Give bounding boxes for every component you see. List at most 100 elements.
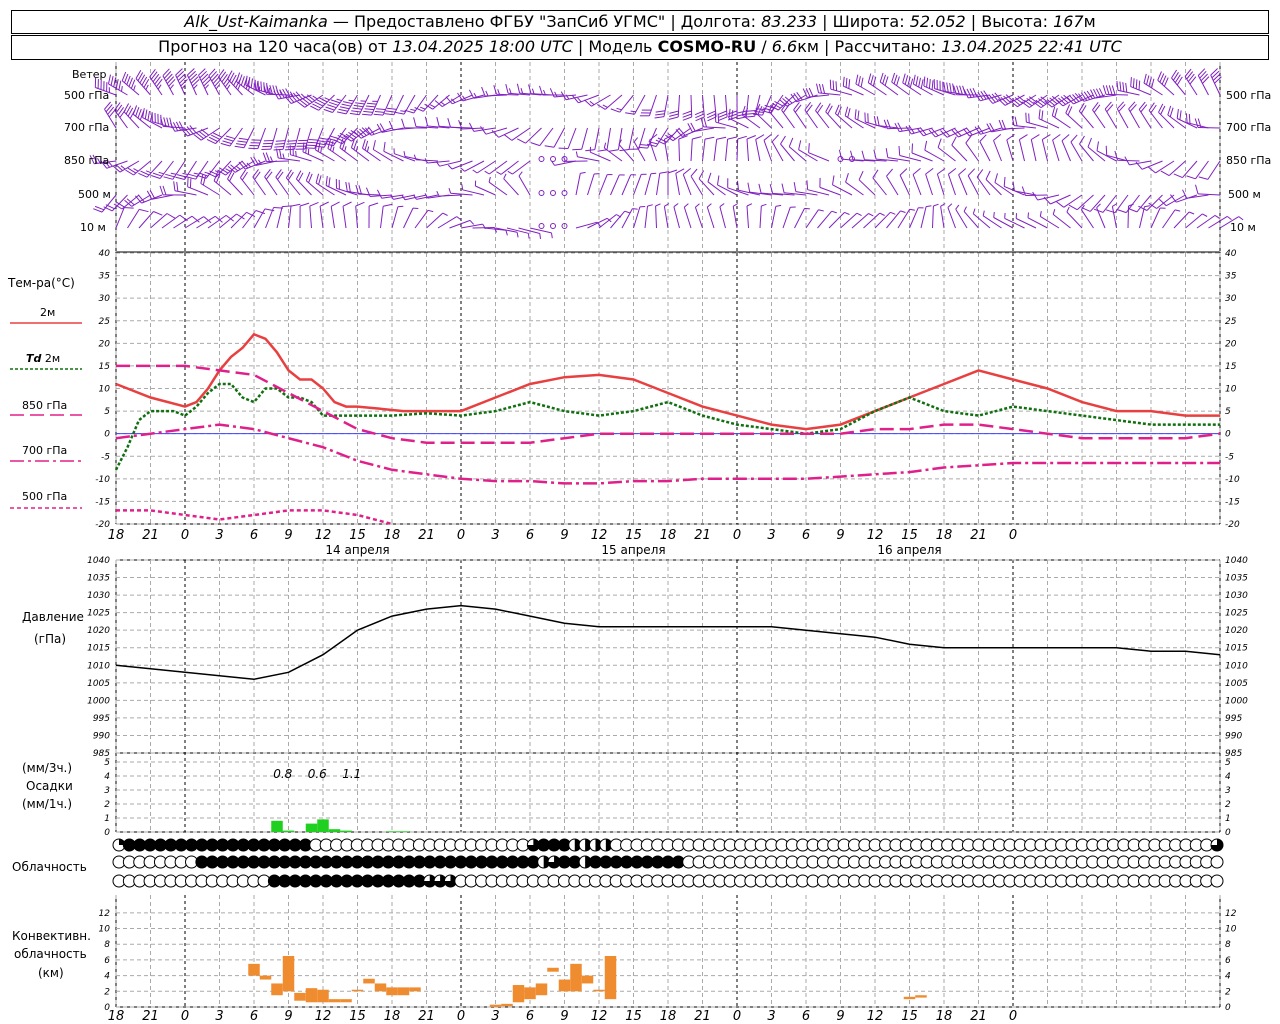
wind-barb-flag	[955, 204, 960, 210]
wind-barb-flag	[123, 103, 130, 113]
wind-barb	[1162, 209, 1176, 229]
wind-barb-flag	[158, 171, 164, 175]
wind-barb	[219, 213, 237, 229]
wind-calm	[538, 223, 545, 229]
pressure-tick-left: 1040	[87, 556, 110, 566]
wind-barb-flag	[1210, 68, 1218, 76]
wind-barb-flag	[343, 135, 352, 142]
wind-barb-flag	[716, 136, 727, 140]
wind-barb-flag	[258, 86, 261, 92]
wind-barb-flag	[1127, 207, 1138, 213]
wind-barb	[698, 178, 715, 196]
wind-barb-flag	[1096, 141, 1099, 151]
pressure-tick-left: 985	[93, 749, 110, 759]
wind-barb-flag	[575, 151, 578, 157]
wind-barb	[123, 111, 140, 129]
wind-barb-flag	[301, 97, 311, 105]
wind-barb-flag	[219, 167, 229, 174]
precip-bar	[386, 831, 398, 832]
wind-barb-flag	[198, 130, 207, 138]
wind-barb-flag	[572, 148, 582, 151]
wind-barb-flag	[116, 201, 125, 208]
wind-barb-flag	[625, 112, 635, 115]
wind-barb-flag	[667, 132, 676, 140]
wind-barb-flag	[994, 92, 1002, 101]
pressure-tick-right: 1035	[1225, 574, 1248, 584]
wind-barb-flag	[1158, 103, 1164, 113]
pressure-tick-left: 1005	[87, 679, 110, 689]
wind-barb	[282, 127, 289, 150]
wind-barb-flag	[717, 113, 720, 124]
wind-barb	[891, 81, 910, 96]
wind-barb	[598, 174, 608, 196]
wind-barb	[426, 212, 444, 229]
wind-barb-flag	[317, 140, 328, 143]
wind-barb-flag	[302, 142, 305, 152]
wind-barb	[452, 94, 473, 105]
wind-barb	[270, 127, 278, 150]
wind-barb	[230, 211, 247, 229]
conv-tick-right: 4	[1225, 972, 1231, 982]
wind-barb	[1105, 93, 1129, 96]
wind-barb-flag	[114, 102, 121, 111]
wind-barb-flag	[572, 95, 579, 104]
wind-barb-flag	[727, 136, 738, 140]
wind-barb	[415, 159, 439, 162]
wind-barb-flag	[309, 201, 319, 207]
wind-barb	[304, 94, 324, 108]
wind-barb-flag	[821, 84, 826, 94]
wind-barb-flag	[279, 148, 282, 159]
wind-barb-flag	[554, 91, 558, 97]
wind-barb-flag	[329, 140, 334, 151]
legend-td-label: 2м	[44, 352, 61, 365]
wind-barb	[932, 205, 934, 229]
temp-tick-right: 15	[1225, 362, 1237, 372]
wind-barb	[1014, 125, 1037, 129]
temp-tick-left: 25	[99, 317, 111, 327]
precip-bar	[282, 830, 295, 832]
header-line-1: Alk_Ust-Kaimanka — Предоставлено ФГБУ "З…	[11, 10, 1269, 34]
wind-level-label: 500 м	[78, 188, 111, 201]
wind-barb	[845, 181, 864, 196]
wind-barb-flag	[1161, 75, 1167, 85]
wind-barb-flag	[424, 193, 429, 199]
wind-barb-flag	[157, 84, 162, 90]
wind-barb	[1002, 127, 1025, 130]
wind-barb	[725, 94, 728, 117]
wind-barb-flag	[1117, 209, 1127, 214]
wind-barb-flag	[940, 203, 946, 207]
wind-barb-flag	[469, 220, 475, 225]
wind-barb-flag	[458, 120, 463, 130]
conv-tick-left: 10	[99, 925, 111, 935]
wind-barb-flag	[468, 122, 475, 132]
conv-title-2: облачность	[14, 947, 87, 961]
wind-barb-flag	[1058, 97, 1066, 105]
cloud-cover-fill	[595, 839, 602, 851]
wind-barb-flag	[333, 139, 343, 145]
wind-barb	[217, 76, 232, 96]
wind-barb-flag	[1025, 112, 1027, 123]
wind-barb-flag	[364, 108, 375, 111]
wind-barb-flag	[264, 168, 271, 178]
temp-tick-right: 0	[1225, 430, 1231, 440]
wind-barb-flag	[717, 113, 727, 119]
wind-barb-flag	[172, 122, 179, 132]
wind-barb	[265, 207, 275, 229]
wind-barb	[793, 109, 807, 129]
wind-barb-flag	[904, 75, 909, 85]
conv-bar	[328, 999, 341, 1003]
wind-barb-flag	[703, 117, 707, 128]
precip-tick-right: 1	[1225, 814, 1231, 824]
wind-barb-flag	[755, 134, 765, 140]
wind-barb-flag	[324, 97, 330, 101]
wind-barb	[403, 207, 414, 229]
wind-barb	[972, 213, 991, 229]
wind-barb	[1219, 216, 1240, 229]
conv-bar	[547, 967, 559, 972]
pressure-tick-left: 1020	[87, 626, 110, 636]
wind-barb-flag	[1148, 202, 1157, 209]
wind-barb-flag	[124, 199, 133, 207]
wind-barb	[1116, 108, 1129, 129]
wind-barb	[1150, 207, 1161, 229]
wind-barb-flag	[383, 141, 386, 152]
